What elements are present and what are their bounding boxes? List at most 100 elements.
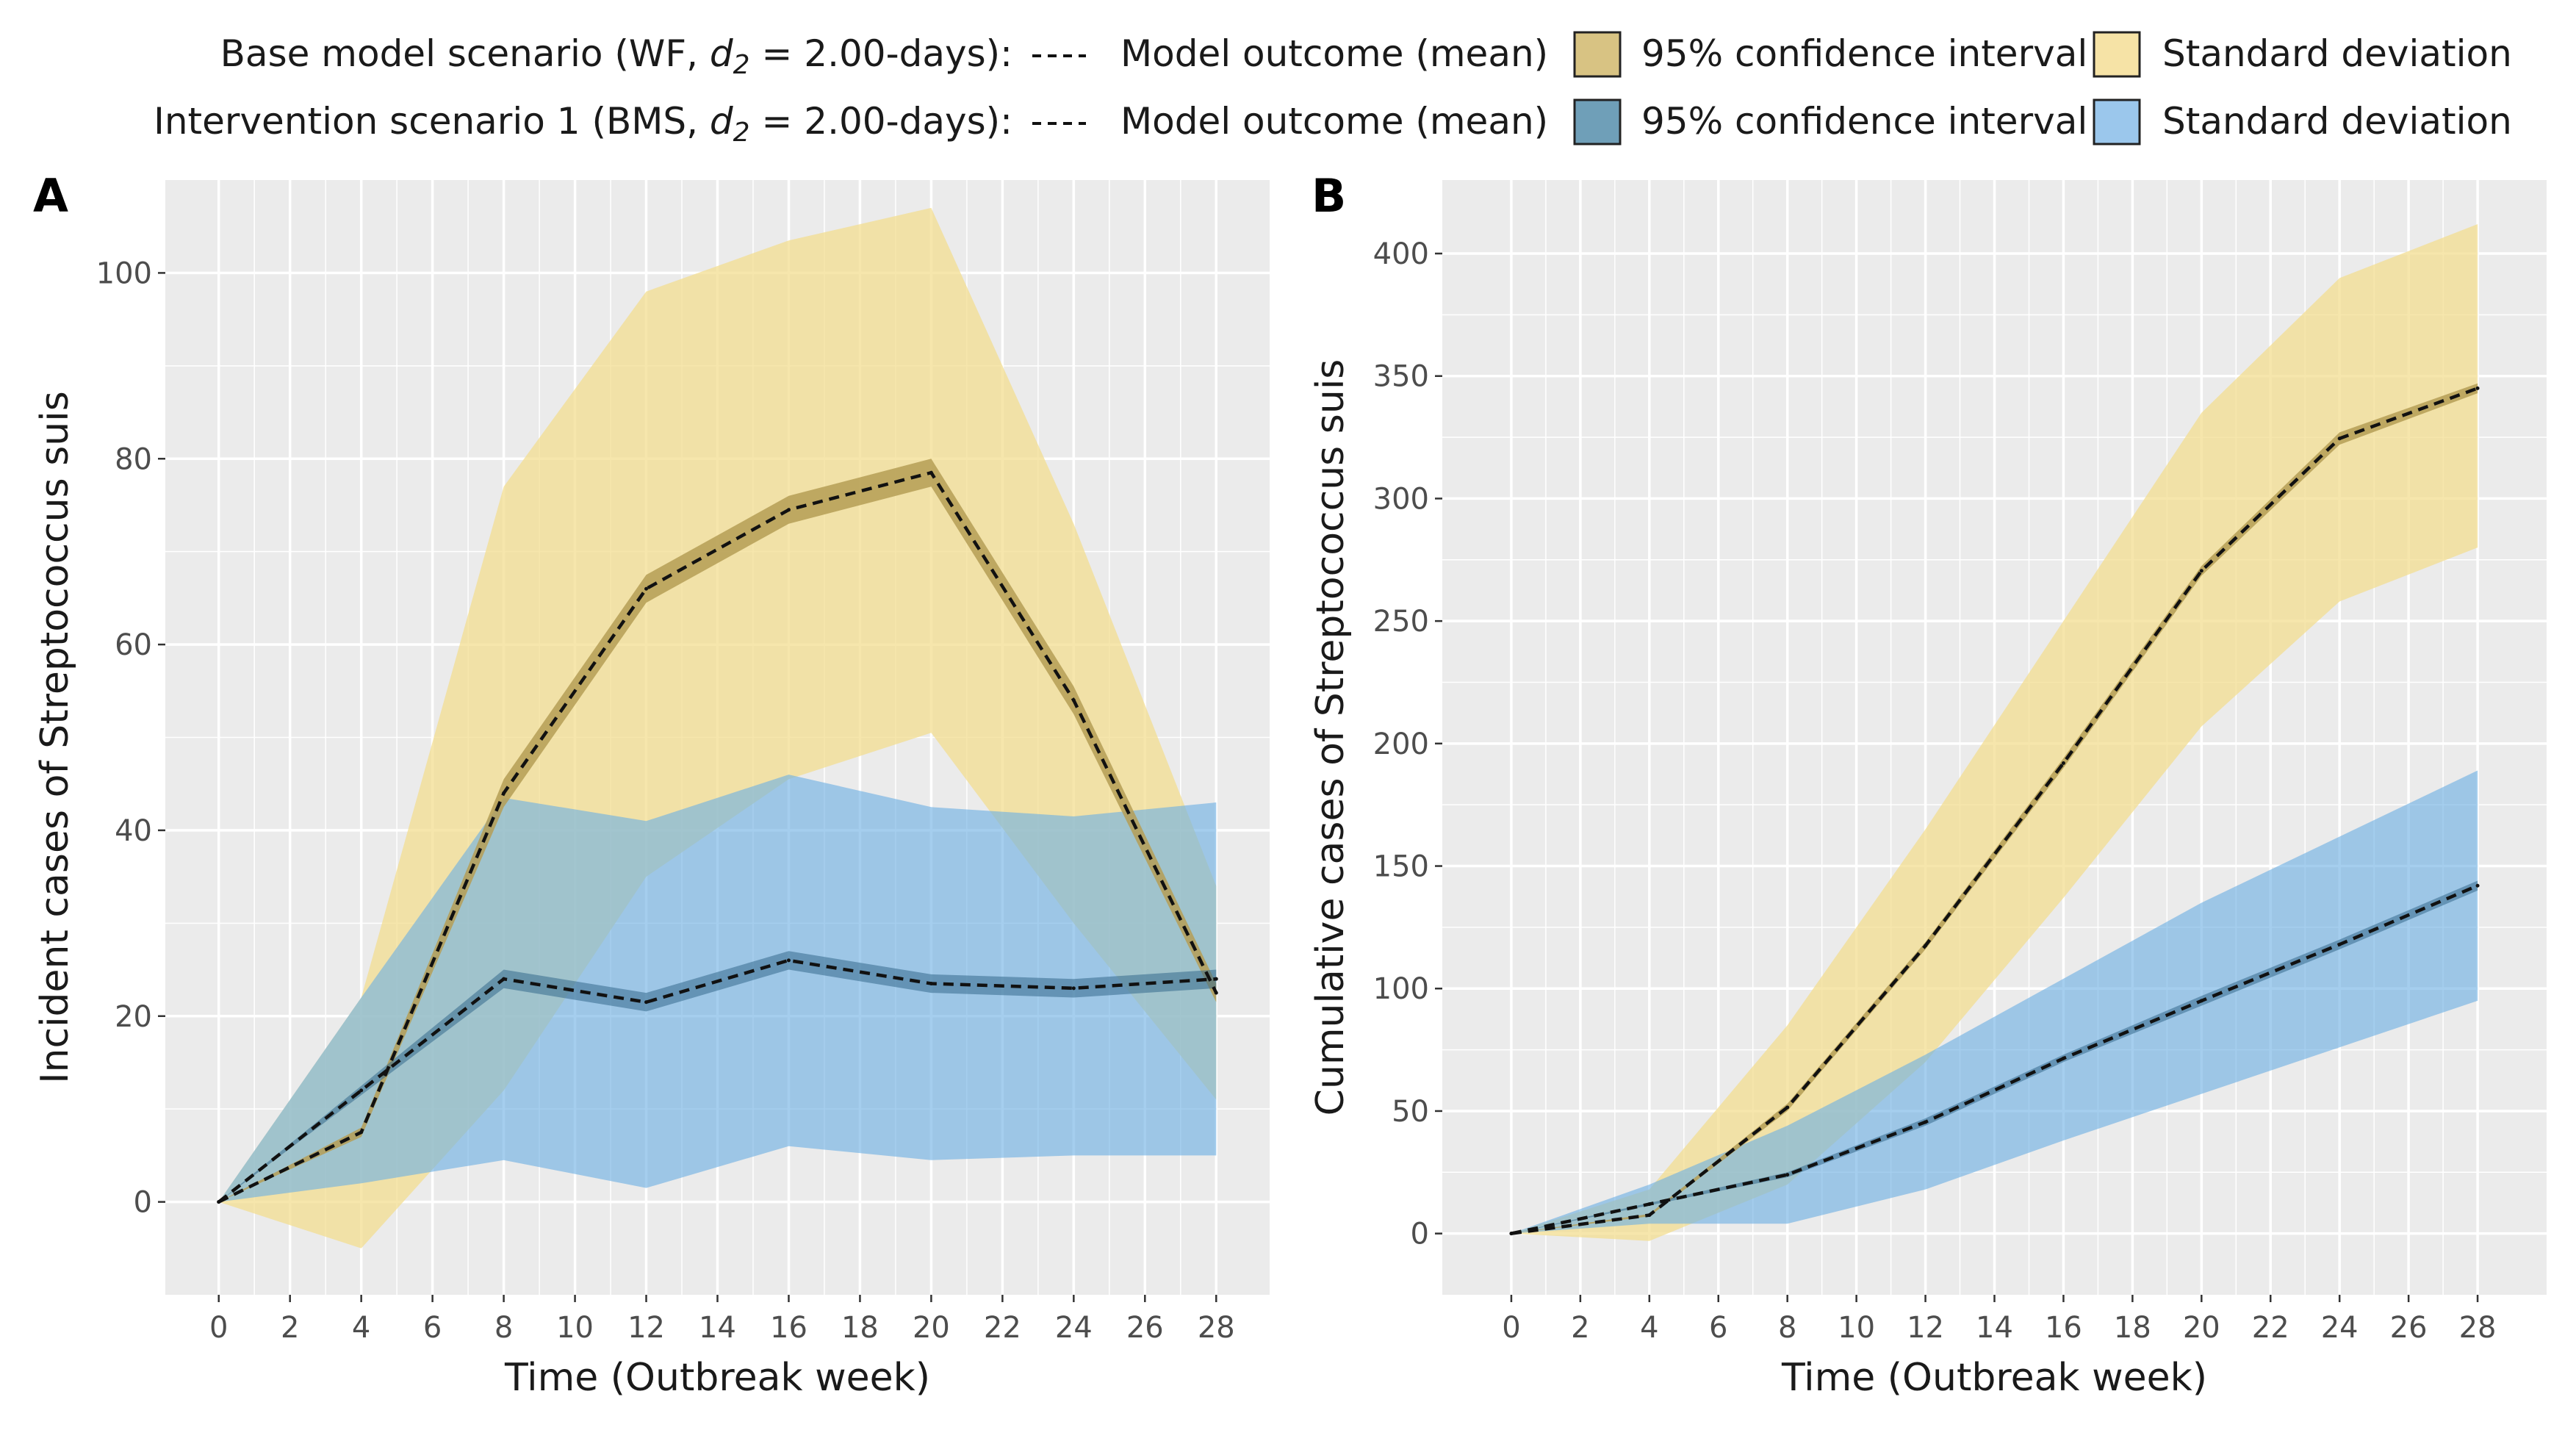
x-tick-label: 24 [1055,1311,1093,1345]
intervention-mean-point [2199,999,2203,1003]
y-tick-label: 80 [115,442,152,476]
intervention-mean-point [217,1200,221,1204]
x-tick-label: 18 [2114,1311,2151,1345]
legend-intervention-ci-label: 95% confidence interval [1641,100,2087,143]
x-tick-label: 8 [1778,1311,1796,1345]
base-mean-point [502,791,506,795]
x-tick-label: 26 [1126,1311,1164,1345]
x-tick-label: 18 [841,1311,879,1345]
intervention-mean-point [1214,977,1218,981]
base-mean-point [1924,944,1928,948]
intervention-mean-point [1785,1173,1790,1177]
x-tick-label: 4 [352,1311,370,1345]
panel-label: B [1312,169,1346,223]
intervention-mean-point [1647,1202,1652,1207]
intervention-mean-point [1071,986,1076,991]
x-tick-label: 22 [984,1311,1021,1345]
intervention-mean-point [1509,1232,1514,1236]
intervention-mean-point [2337,942,2342,946]
panel-label: A [33,169,68,223]
y-tick-label: 400 [1373,237,1429,271]
base-mean-point [2475,386,2480,390]
intervention-mean-point [2475,883,2480,888]
x-tick-label: 22 [2252,1311,2289,1345]
x-tick-label: 6 [1709,1311,1727,1345]
x-tick-label: 2 [281,1311,299,1345]
legend-base-scenario-label: Base model scenario (WF, d2 = 2.00-days)… [220,32,1012,80]
base-mean-point [1647,1213,1652,1218]
intervention-mean-point [786,958,791,963]
x-tick-label: 4 [1640,1311,1658,1345]
panel-b-cumulative-cases: 0 2 4 6 8 10 12 14 16 18 20 22 24 26 28050100150200250… [1309,169,2547,1400]
y-tick-label: 200 [1373,727,1429,761]
x-tick-label: 20 [2183,1311,2220,1345]
x-axis-title: Time (Outbreak week) [504,1356,930,1400]
legend-intervention-ci-swatch [1573,98,1622,145]
base-mean-point [2199,569,2203,573]
x-tick-label: 28 [1198,1311,1235,1345]
legend-base-mean-label: Model outcome (mean) [1120,32,1548,75]
y-tick-label: 0 [1411,1218,1429,1251]
base-mean-point [359,1130,364,1135]
base-mean-line [1511,387,2478,1235]
base-mean-point [1214,991,1218,995]
y-tick-label: 0 [134,1186,152,1220]
x-tick-label: 0 [1502,1311,1520,1345]
x-tick-label: 14 [699,1311,736,1345]
x-tick-label: 16 [770,1311,807,1345]
y-tick-label: 250 [1373,605,1429,639]
x-tick-label: 10 [1838,1311,1875,1345]
panel-a-incident-cases: 0 2 4 6 8 10 12 14 16 18 20 22 24 26 28020406080100Tim… [33,169,1270,1400]
x-tick-label: 6 [423,1311,442,1345]
base-sd-band [1511,224,2478,1241]
base-mean-point [2337,436,2342,441]
intervention-mean-point [2061,1056,2065,1060]
legend-base-ci-swatch [1573,31,1622,78]
intervention-mean-point [359,1088,364,1093]
x-tick-label: 12 [627,1311,665,1345]
y-axis-title: Incident cases of Streptococcus suis [33,391,77,1084]
legend-intervention-sd-label: Standard deviation [2162,100,2512,143]
x-tick-label: 2 [1571,1311,1589,1345]
x-tick-label: 24 [2321,1311,2359,1345]
intervention-mean-point [929,982,933,986]
y-tick-label: 300 [1373,482,1429,516]
base-mean-line [217,470,1218,1204]
base-mean-point [1785,1105,1790,1110]
intervention-sd-band [1511,770,2478,1234]
legend-intervention-mean-label: Model outcome (mean) [1120,100,1548,143]
x-tick-label: 28 [2459,1311,2497,1345]
base-mean-point [1071,698,1076,703]
base-mean-point [929,470,933,475]
x-tick-label: 14 [1976,1311,2013,1345]
x-tick-label: 8 [494,1311,513,1345]
base-mean-point [644,586,649,591]
x-tick-label: 16 [2045,1311,2082,1345]
y-axis-title: Cumulative cases of Streptococcus suis [1309,359,1353,1116]
intervention-mean-line [217,958,1217,1204]
intervention-ci-band [218,951,1217,1202]
legend-intervention-sd-swatch [2093,98,2141,145]
y-tick-label: 150 [1373,850,1429,884]
y-tick-label: 50 [1392,1095,1429,1129]
legend-base-sd-swatch [2093,31,2141,78]
x-tick-label: 20 [913,1311,950,1345]
legend-base-ci-label: 95% confidence interval [1641,32,2087,75]
intervention-mean-point [502,977,506,981]
x-tick-label: 26 [2390,1311,2428,1345]
intervention-mean-point [1924,1120,1928,1124]
x-tick-label: 12 [1907,1311,1944,1345]
legend-base-sd-label: Standard deviation [2162,32,2512,75]
intervention-mean-point [644,1000,649,1005]
y-tick-label: 100 [1373,972,1429,1006]
legend: Base model scenario (WF, d2 = 2.00-days)… [154,31,2512,148]
y-tick-label: 100 [96,256,152,290]
base-mean-point [786,508,791,512]
x-tick-label: 0 [209,1311,228,1345]
legend-intervention-scenario-label: Intervention scenario 1 (BMS, d2 = 2.00-… [154,100,1012,148]
y-tick-label: 350 [1373,360,1429,394]
y-tick-label: 20 [115,1000,152,1034]
base-mean-point [2061,761,2065,766]
x-axis-title: Time (Outbreak week) [1781,1356,2207,1400]
